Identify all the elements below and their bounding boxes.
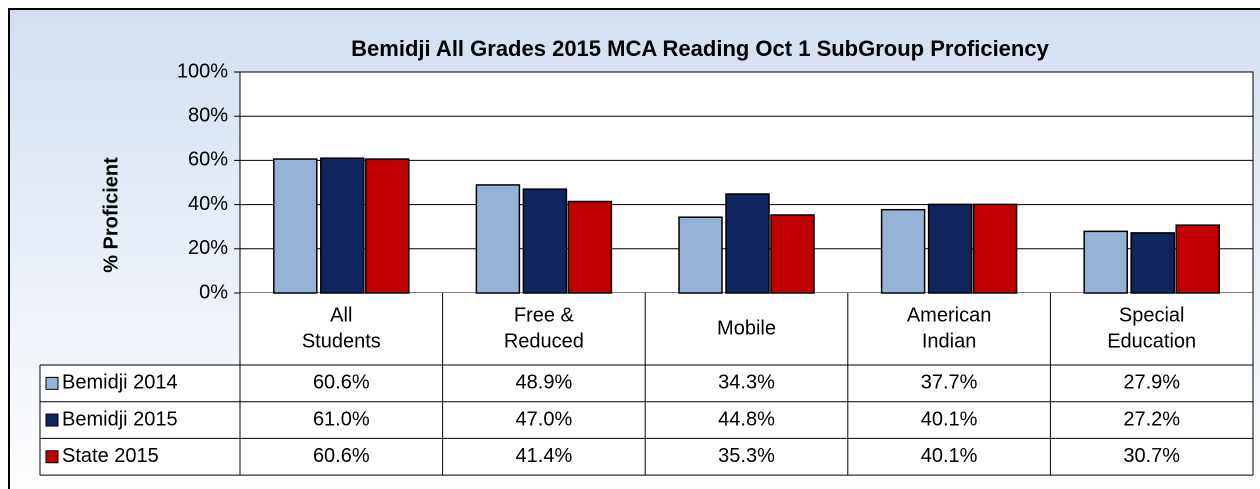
bar: [320, 157, 365, 294]
bar: [927, 203, 973, 294]
table-header: [240, 293, 1253, 365]
data-label: 44.8%: [718, 408, 775, 430]
bar: [678, 216, 723, 294]
legend-swatch: [45, 413, 59, 427]
bar: [972, 203, 1018, 294]
x-tick-label: American: [907, 304, 991, 326]
y-axis-title: % Proficient: [100, 157, 122, 273]
bar: [365, 158, 410, 294]
bar: [1175, 224, 1220, 294]
data-label: 60.6%: [313, 445, 370, 467]
chart-title: Bemidji All Grades 2015 MCA Reading Oct …: [351, 36, 1049, 61]
data-label: 37.7%: [921, 372, 978, 394]
x-tick-label: Free &: [514, 304, 575, 326]
legend-swatch: [45, 376, 59, 390]
data-label: 47.0%: [516, 408, 573, 430]
bar: [1083, 230, 1128, 294]
data-label: 41.4%: [516, 445, 573, 467]
data-label: 61.0%: [313, 408, 370, 430]
bar: [567, 200, 613, 294]
data-label: 27.9%: [1123, 372, 1180, 394]
data-label: 35.3%: [718, 445, 775, 467]
bar: [725, 193, 770, 294]
bar: [770, 214, 815, 294]
bar: [475, 184, 521, 294]
data-label: 30.7%: [1123, 445, 1180, 467]
data-label: 48.9%: [516, 372, 573, 394]
data-label: 60.6%: [313, 372, 370, 394]
bar: [1130, 232, 1175, 294]
bar: [522, 188, 568, 294]
data-label: 27.2%: [1123, 408, 1180, 430]
y-tick-label: 80%: [188, 104, 228, 126]
data-label: 40.1%: [921, 408, 978, 430]
x-tick-label: Reduced: [504, 330, 584, 352]
data-label: 34.3%: [718, 372, 775, 394]
data-table: [40, 365, 1253, 476]
bar: [880, 208, 926, 294]
x-tick-label: Students: [302, 330, 381, 352]
bar: [273, 158, 318, 294]
x-tick-label: All: [330, 304, 352, 326]
x-tick-label: Indian: [922, 330, 977, 352]
data-label: 40.1%: [921, 445, 978, 467]
y-tick-label: 40%: [188, 193, 228, 215]
x-tick-label: Mobile: [717, 317, 776, 339]
y-tick-label: 20%: [188, 237, 228, 259]
x-tick-label: Special: [1119, 304, 1185, 326]
legend-swatch: [45, 450, 59, 464]
y-tick-label: 100%: [177, 60, 228, 82]
legend-label: Bemidji 2014: [62, 372, 178, 394]
x-tick-label: Education: [1107, 330, 1196, 352]
legend-label: State 2015: [62, 445, 159, 467]
y-tick-label: 0%: [199, 281, 228, 303]
legend-label: Bemidji 2015: [62, 408, 178, 430]
y-tick-label: 60%: [188, 149, 228, 171]
